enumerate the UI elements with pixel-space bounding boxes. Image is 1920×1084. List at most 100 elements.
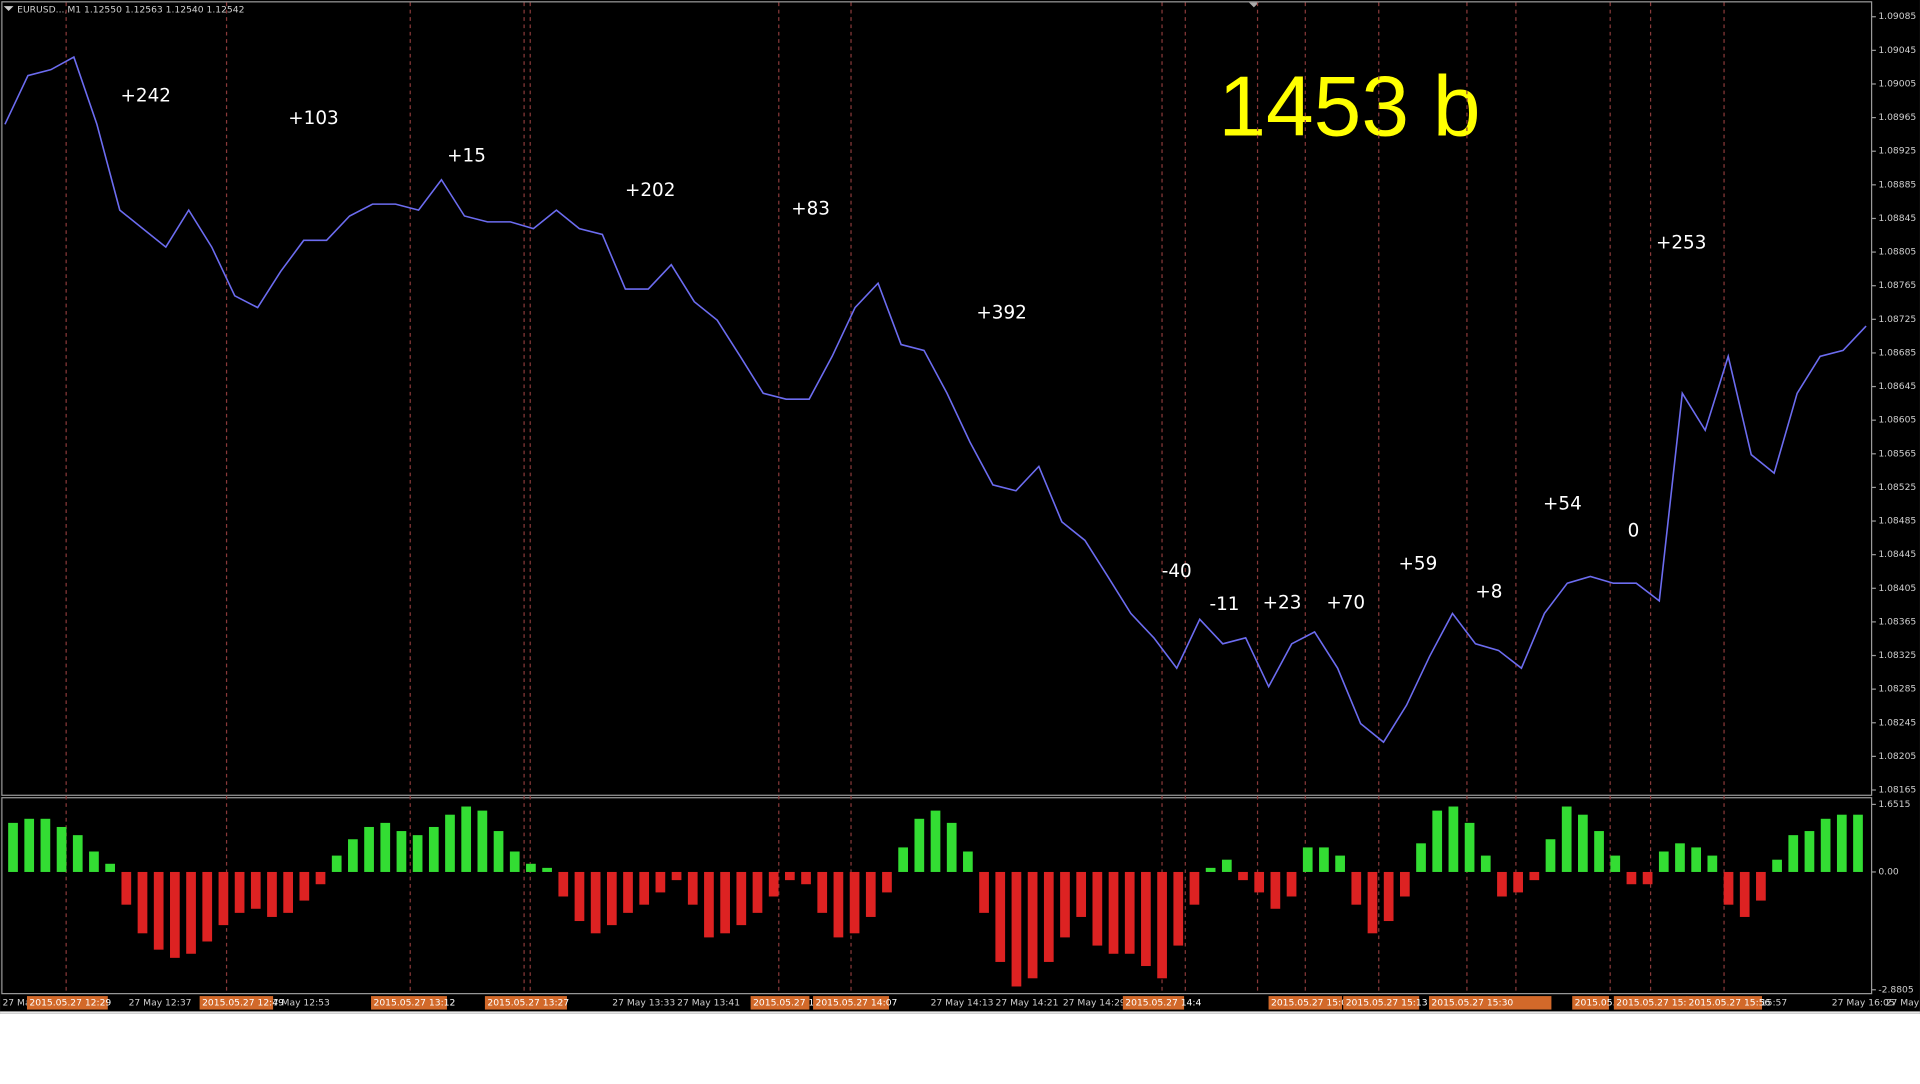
y-tick-label: 1.08605 (1878, 415, 1916, 426)
histogram-bar (785, 871, 795, 881)
histogram-bar (979, 871, 989, 913)
price-line (4, 55, 1867, 744)
time-label: 27 May 14:29 (1063, 997, 1126, 1008)
vline-label: 2015.05.27 15:13 (1346, 997, 1428, 1008)
histogram-bar (1626, 871, 1637, 885)
y-tick-label: -2.8805 (1878, 984, 1914, 995)
price-pane-border (1, 1, 1873, 796)
y-tick-label: 1.08365 (1878, 616, 1916, 627)
histogram-bar (639, 871, 650, 905)
histogram-bar (1448, 806, 1459, 872)
vline-label-bg (813, 996, 889, 1010)
y-tick-label: 0.00 (1878, 866, 1899, 877)
vline-label: 2015.05.27 14:07 (816, 997, 898, 1008)
y-tick-label: 1.08405 (1878, 583, 1916, 594)
histogram-bar (946, 822, 957, 872)
histogram-bar (1788, 835, 1799, 872)
histogram-bar (898, 847, 908, 872)
histogram-bar (56, 826, 67, 872)
histogram-bar (283, 871, 294, 913)
time-label: 27 May 13:41 (677, 997, 740, 1008)
histogram-bar (1739, 871, 1750, 917)
symbol-header: EURUSD...,M1 1.12550 1.12563 1.12540 1.1… (17, 4, 244, 15)
result-badge: 1453 b (1218, 58, 1480, 154)
histogram-bar (1319, 847, 1329, 872)
histogram-bar (1399, 871, 1410, 897)
histogram-bar (396, 831, 407, 872)
pips-annotation: -11 (1209, 594, 1239, 615)
vline-label-bg (371, 996, 447, 1010)
histogram-bar (348, 839, 358, 872)
time-label: 27 May 12:37 (129, 997, 192, 1008)
histogram-bar (995, 871, 1006, 962)
histogram-bar (1221, 859, 1232, 872)
histogram-bar (671, 871, 682, 881)
histogram-bar (1383, 871, 1394, 922)
histogram-bar (72, 835, 83, 872)
histogram-bar (1189, 871, 1200, 905)
histogram-bar (1432, 810, 1443, 872)
histogram-bar (736, 871, 747, 926)
vline-label-bg (26, 996, 108, 1010)
vline-label-bg (750, 996, 810, 1010)
y-tick-label: 1.08925 (1878, 146, 1916, 157)
y-tick-label: 1.08765 (1878, 280, 1916, 291)
histogram-bar (428, 826, 439, 872)
vline-label: 2015.05.27 13:12 (373, 997, 455, 1008)
histogram-bar (1011, 871, 1022, 987)
histogram-bar (1092, 871, 1103, 946)
time-label: 27 May 14:13 (931, 997, 994, 1008)
vline-label: 2015.05. (1575, 997, 1616, 1008)
histogram-bar (331, 855, 342, 872)
histogram-bar (1707, 855, 1718, 872)
histogram-bar (1335, 855, 1345, 872)
y-tick-label: 1.08725 (1878, 314, 1916, 325)
histogram-bar (687, 871, 698, 905)
y-tick-label: 1.08845 (1878, 213, 1916, 224)
histogram-bar (445, 814, 455, 872)
histogram-bar (1513, 871, 1523, 893)
histogram-bar (477, 810, 488, 872)
y-tick-label: 1.08485 (1878, 516, 1916, 527)
histogram-bar (493, 831, 504, 872)
histogram-bar (24, 818, 35, 872)
time-label: 15:57 (1761, 997, 1788, 1008)
pips-annotation: +59 (1399, 553, 1438, 574)
histogram-bar (1804, 831, 1815, 872)
pips-annotation: +202 (625, 180, 675, 201)
histogram-bar (542, 867, 552, 872)
pips-annotation: +54 (1543, 493, 1582, 514)
histogram-bar (89, 851, 99, 872)
histogram-bar (768, 871, 779, 897)
histogram-bar (1529, 871, 1540, 881)
histogram-bar (963, 851, 973, 872)
vline-label-bg (484, 996, 567, 1010)
histogram-bar (704, 871, 714, 938)
histogram-bar (1157, 871, 1167, 979)
histogram-bar (849, 871, 860, 934)
y-tick-label: 1.6515 (1878, 799, 1910, 810)
vline-label-bg (1122, 996, 1185, 1010)
histogram-bar (1594, 831, 1604, 872)
histogram-bar (315, 871, 326, 885)
histogram-bar (1756, 871, 1766, 901)
indicator-pane-border (1, 797, 1873, 995)
time-label: 27 May 13:33 (612, 997, 675, 1008)
histogram-bar (720, 871, 730, 934)
histogram-bar (250, 871, 261, 909)
histogram-bar (412, 835, 423, 872)
histogram-bar (1610, 855, 1621, 872)
y-tick-label: 1.09085 (1878, 11, 1916, 22)
y-tick-label: 1.08645 (1878, 381, 1916, 392)
menu-arrow (3, 6, 14, 12)
y-tick-label: 1.09045 (1878, 45, 1916, 56)
histogram-bar (526, 863, 536, 872)
vline-label: 2015.05.27 12:49 (202, 997, 284, 1008)
histogram-bar (1270, 871, 1281, 909)
pips-annotation: +70 (1326, 593, 1365, 614)
histogram-bar (1027, 871, 1038, 979)
histogram-bar (1561, 806, 1572, 872)
vline-label: 2015.05.27 14:4 (1125, 997, 1201, 1008)
y-tick-label: 1.08525 (1878, 482, 1916, 493)
